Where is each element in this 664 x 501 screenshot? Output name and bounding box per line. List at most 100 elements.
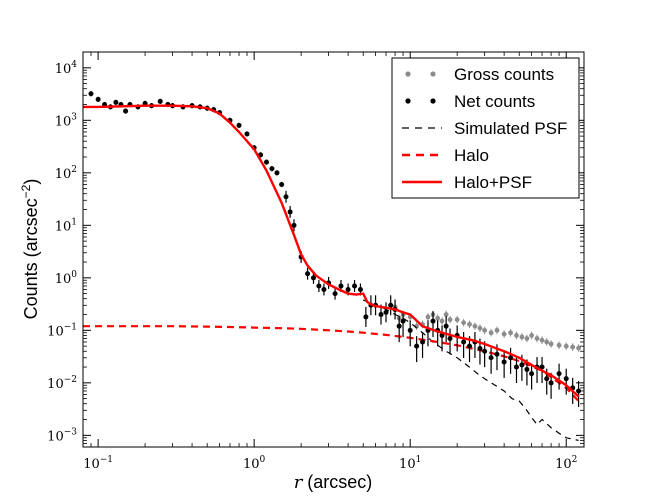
y-tick-label: 10−2 [47, 375, 77, 392]
net-count-point [287, 209, 293, 215]
gross-count-point [461, 320, 467, 326]
y-tick-label-exponent: −2 [64, 375, 77, 385]
net-count-point [414, 343, 420, 349]
x-tick-label: 101 [399, 455, 421, 472]
y-tick-label-base: 10 [55, 114, 72, 129]
net-count-point [407, 327, 413, 333]
legend-entry-psf: Simulated PSF [402, 119, 567, 138]
net-count-point [494, 351, 500, 357]
net-count-point [88, 91, 94, 97]
y-tick-label-exponent: −1 [64, 322, 77, 332]
gross-count-point [514, 333, 519, 338]
gross-count-point [443, 312, 449, 317]
net-count-point [482, 348, 488, 354]
y-axis-label: Counts (arcsec−2) [19, 179, 41, 320]
y-tick-label-exponent: 4 [71, 60, 77, 70]
net-count-point [396, 323, 402, 329]
y-tick-label-base: 10 [47, 324, 64, 339]
x-tick-label-exponent: 2 [572, 455, 578, 465]
y-tick-label-exponent: 2 [71, 165, 77, 175]
x-tick-label-base: 10 [555, 457, 572, 472]
net-count-point [283, 194, 289, 200]
net-count-point [291, 222, 297, 228]
legend: Gross counts Net counts Simulated PSF Halo H… [391, 57, 580, 199]
gross-count-point [548, 341, 554, 347]
net-count-point [236, 122, 242, 128]
legend-entry-gross: Gross counts [405, 65, 554, 84]
legend-label-halo: Halo [454, 146, 489, 165]
y-tick-label-base: 10 [55, 272, 72, 287]
x-tick-label-exponent: 1 [416, 455, 422, 465]
net-count-point [332, 291, 338, 297]
net-count-point [400, 318, 406, 324]
gross-count-point [482, 327, 488, 333]
net-count-point [264, 159, 270, 165]
net-count-point [274, 170, 280, 176]
x-tick-label-exponent: −1 [100, 455, 113, 465]
y-axis-label-text: Counts (arcsec [21, 198, 41, 319]
legend-entry-halopsf: Halo+PSF [402, 173, 532, 192]
x-axis-variable: r [294, 472, 304, 493]
x-tick-label: 102 [555, 455, 577, 472]
y-tick-label-exponent: 3 [71, 112, 77, 122]
net-count-point [519, 362, 525, 368]
net-count-point [544, 376, 550, 382]
net-count-point [388, 302, 394, 308]
gross-count-point [488, 330, 494, 336]
gross-count-point [454, 317, 460, 323]
legend-label-gross: Gross counts [454, 65, 554, 84]
net-count-point [244, 131, 250, 137]
net-count-point [157, 98, 163, 104]
net-count-point [501, 359, 507, 365]
net-count-point [576, 388, 582, 394]
y-tick-label: 10−1 [47, 322, 77, 339]
plot-data-area [83, 91, 582, 441]
y-tick-label: 100 [55, 270, 78, 287]
y-tick-label-base: 10 [55, 167, 72, 182]
legend-marker-net [405, 98, 411, 104]
gross-count-point [435, 315, 441, 321]
legend-box [391, 57, 580, 199]
legend-marker-gross [405, 71, 411, 77]
y-tick-label: 102 [55, 165, 77, 182]
gross-count-point [534, 336, 540, 341]
net-count-point [539, 364, 545, 370]
net-count-point [345, 286, 351, 292]
gross-count-point [477, 325, 483, 331]
gross-count-point [556, 342, 562, 348]
y-tick-label-exponent: −3 [64, 427, 78, 437]
x-tick-label-base: 10 [399, 457, 416, 472]
net-count-point [563, 376, 569, 382]
net-count-point [383, 309, 389, 315]
x-axis-label: r (arcsec) [294, 472, 373, 493]
y-tick-label: 101 [55, 217, 77, 234]
halo-plus-psf-line [83, 104, 580, 398]
net-count-point [467, 343, 473, 349]
net-count-point [430, 318, 436, 324]
legend-label-net: Net counts [454, 92, 535, 111]
y-tick-label-base: 10 [47, 429, 64, 444]
net-count-point [513, 364, 519, 370]
y-tick-label: 10−3 [47, 427, 77, 444]
net-count-point [378, 312, 384, 318]
x-tick-label-exponent: 0 [260, 455, 266, 465]
gross-count-point [494, 327, 500, 333]
gross-count-point [570, 344, 576, 350]
legend-marker-gross [430, 71, 436, 77]
gross-count-point [519, 334, 525, 340]
gross-count-point [439, 318, 445, 324]
net-count-point [305, 271, 311, 277]
gross-count-point [467, 321, 472, 327]
gross-count-point [563, 343, 569, 349]
gross-count-point [508, 330, 513, 336]
legend-marker-net [430, 98, 436, 104]
y-tick-label-base: 10 [55, 219, 72, 234]
net-count-point [443, 323, 449, 329]
x-tick-label: 10−1 [83, 455, 113, 472]
y-tick-label-exponent: 1 [71, 217, 77, 227]
net-count-point [548, 380, 554, 386]
net-count-point [447, 335, 453, 341]
net-count-point [113, 99, 119, 105]
